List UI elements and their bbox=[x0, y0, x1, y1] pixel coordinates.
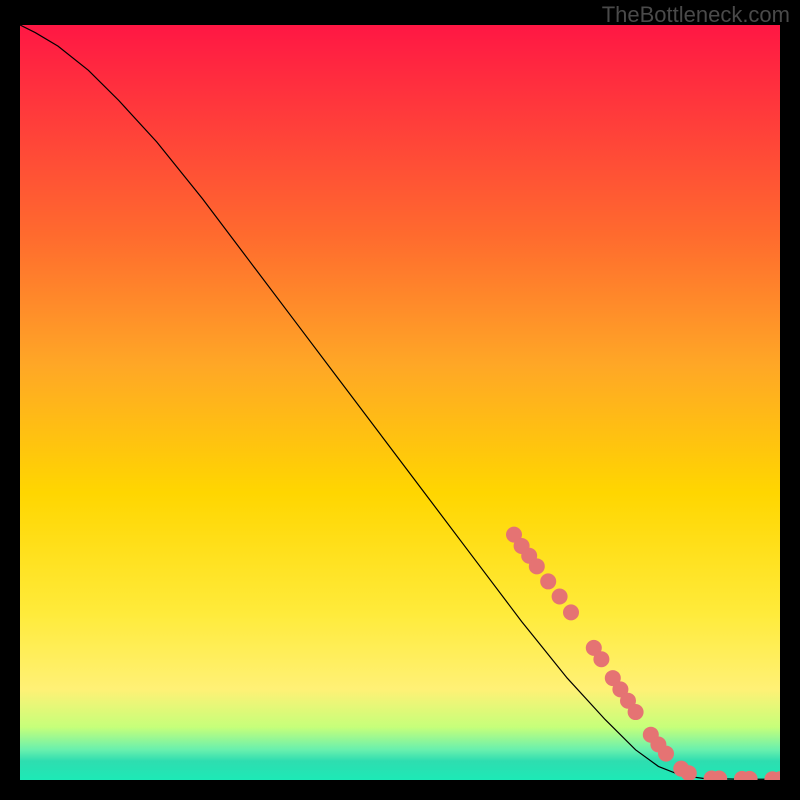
data-marker bbox=[628, 704, 644, 720]
bottleneck-chart bbox=[20, 25, 780, 780]
chart-background bbox=[20, 25, 780, 780]
attribution-text: TheBottleneck.com bbox=[602, 2, 790, 28]
data-marker bbox=[593, 651, 609, 667]
data-marker bbox=[563, 604, 579, 620]
data-marker bbox=[540, 573, 556, 589]
chart-svg bbox=[20, 25, 780, 780]
data-marker bbox=[552, 589, 568, 605]
data-marker bbox=[658, 746, 674, 762]
data-marker bbox=[529, 558, 545, 574]
